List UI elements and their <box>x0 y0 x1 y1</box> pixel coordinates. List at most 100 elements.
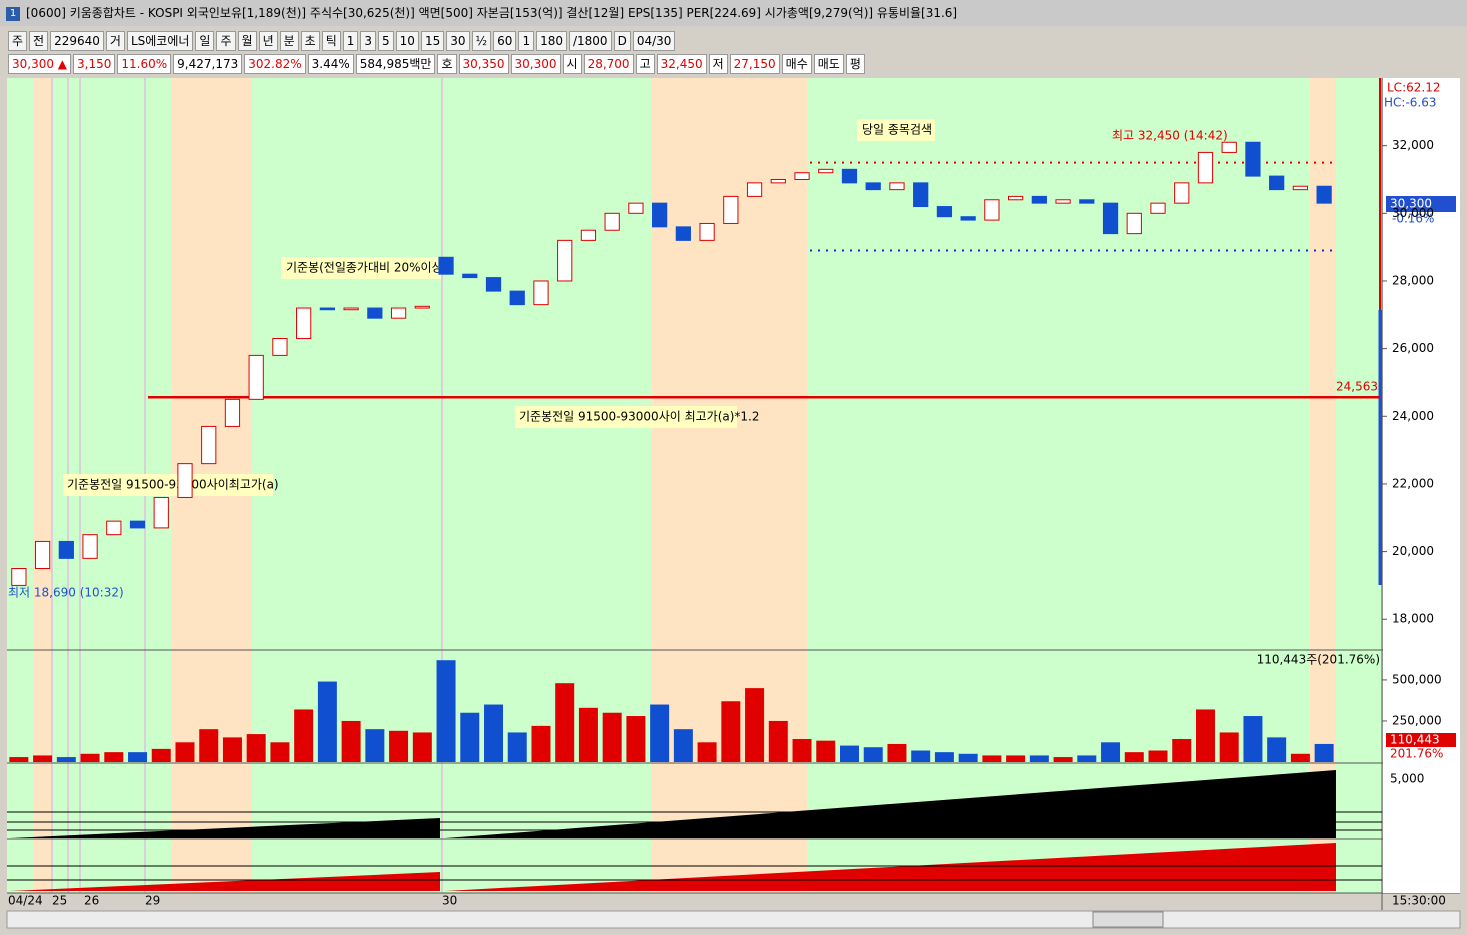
candle <box>343 307 359 311</box>
scroll-buttons[interactable] <box>1092 911 1164 928</box>
volume-bar <box>934 752 954 762</box>
quote-field[interactable]: 3,150 <box>73 54 116 74</box>
volume-bar <box>863 747 883 762</box>
toolbar-button[interactable]: 229640 <box>50 31 104 51</box>
volume-bar <box>958 753 978 762</box>
scrollbar[interactable] <box>6 910 1461 929</box>
toolbar-button[interactable]: 180 <box>536 31 567 51</box>
y-tick-label: 18,000 <box>1392 612 1434 626</box>
candle <box>438 256 454 275</box>
toolbar-button[interactable]: 주 <box>8 31 28 51</box>
toolbar-button[interactable]: 일 <box>195 31 215 51</box>
annotation: 기준봉전일 91500-93000사이 최고가(a)*1.2 <box>519 410 760 424</box>
candle <box>1245 141 1261 177</box>
x-tick-label: 26 <box>84 894 99 908</box>
quote-field[interactable]: 30,300 ▲ <box>8 54 72 74</box>
quote-bar: 30,300 ▲ 3,150 11.60% 9,427,173 302.82% 3.44%… <box>8 54 865 74</box>
toolbar-button[interactable]: 전 <box>29 31 49 51</box>
volume-bar <box>1148 750 1168 762</box>
toolbar-button[interactable]: 년 <box>258 31 278 51</box>
candle <box>889 182 905 191</box>
volume-bar <box>389 730 409 762</box>
lc-label: LC:62.12 <box>1387 81 1440 95</box>
quote-field[interactable]: 저 <box>708 54 728 74</box>
toolbar-button[interactable]: 3 <box>360 31 377 51</box>
quote-field[interactable]: 매도 <box>813 54 844 74</box>
note-box <box>281 257 441 279</box>
candle <box>699 222 715 241</box>
panel3-area <box>10 818 440 838</box>
candle <box>960 216 976 221</box>
note-box <box>515 406 737 428</box>
quote-field[interactable]: 9,427,173 <box>173 54 243 74</box>
quote-field[interactable]: 매수 <box>781 54 812 74</box>
toolbar-button[interactable]: D <box>613 31 631 51</box>
toolbar-button[interactable]: ½ <box>471 31 492 51</box>
toolbar-button[interactable]: /1800 <box>568 31 612 51</box>
volume-bar <box>270 742 290 762</box>
toolbar-button[interactable]: LS에코에너 <box>126 31 194 51</box>
candle <box>533 280 549 306</box>
toolbar-button[interactable]: 월 <box>237 31 257 51</box>
quote-field[interactable]: 302.82% <box>244 54 306 74</box>
x-tick-label: 04/24 <box>8 894 43 908</box>
reference-label: 24,563 <box>1336 380 1378 394</box>
quote-field[interactable]: 3.44% <box>307 54 354 74</box>
toolbar-button[interactable]: 틱 <box>321 31 341 51</box>
candle <box>248 354 264 400</box>
y-tick-label: 30,000 <box>1392 206 1434 220</box>
volume-bar <box>982 755 1002 762</box>
toolbar-button[interactable]: 분 <box>279 31 299 51</box>
panel3-area <box>445 770 1336 838</box>
toolbar-button[interactable]: 60 <box>493 31 517 51</box>
high-annotation: 최고 32,450 (14:42) <box>1112 129 1228 143</box>
toolbar-button[interactable]: 5 <box>378 31 394 51</box>
toolbar: 주 전 229640 거 LS에코에너 일 주 월 년 분 초 틱 1 3 5 10 15 30 ½ 60 1 180/1… <box>8 31 676 51</box>
candle <box>1269 175 1285 191</box>
candle <box>1079 199 1095 204</box>
annotation: 당일 종목검색 <box>862 123 932 137</box>
volume-bar <box>246 734 266 762</box>
quote-field[interactable]: 호 <box>437 54 457 74</box>
quote-field[interactable]: 584,985백만 <box>355 54 436 74</box>
volume-bar <box>104 752 124 762</box>
volume-bar <box>56 757 76 762</box>
candle <box>106 520 122 536</box>
toolbar-button[interactable]: 거 <box>105 31 125 51</box>
note-box <box>63 474 273 496</box>
volume-bar <box>1219 732 1239 762</box>
quote-field[interactable]: 시 <box>562 54 582 74</box>
toolbar-button[interactable]: 30 <box>446 31 470 51</box>
candle <box>1055 199 1071 204</box>
panel4-area <box>445 843 1336 891</box>
toolbar-button[interactable]: 주 <box>216 31 236 51</box>
axis-bg <box>1383 78 1460 893</box>
quote-field[interactable]: 32,450 <box>656 54 707 74</box>
volume-bar <box>768 720 788 762</box>
quote-field[interactable]: 평 <box>845 54 865 74</box>
panel4-area <box>10 872 440 891</box>
candle <box>129 520 146 529</box>
volume-bar <box>1124 752 1144 762</box>
toolbar-button[interactable]: 초 <box>300 31 320 51</box>
toolbar-button[interactable]: 15 <box>420 31 445 51</box>
volume-bar <box>626 716 646 762</box>
toolbar-button[interactable]: 1 <box>342 31 359 51</box>
toolbar-button[interactable]: 1 <box>518 31 535 51</box>
candle <box>652 202 668 228</box>
quote-field[interactable]: 30,300 <box>510 54 561 74</box>
candle <box>1126 212 1142 235</box>
toolbar-button[interactable]: 10 <box>395 31 419 51</box>
quote-field[interactable]: 27,150 <box>729 54 780 74</box>
x-tick-label: 30 <box>442 894 457 908</box>
candle <box>794 172 810 180</box>
toolbar-button[interactable]: 04/30 <box>632 31 676 51</box>
quote-field[interactable]: 28,700 <box>583 54 634 74</box>
quote-field[interactable]: 고 <box>635 54 655 74</box>
window-icon: 1 <box>6 6 20 21</box>
candle <box>1221 141 1237 153</box>
quote-field[interactable]: 11.60% <box>117 54 172 74</box>
last-price-box <box>1386 196 1456 212</box>
quote-field[interactable]: 30,350 <box>458 54 509 74</box>
volume-bar <box>9 757 29 762</box>
